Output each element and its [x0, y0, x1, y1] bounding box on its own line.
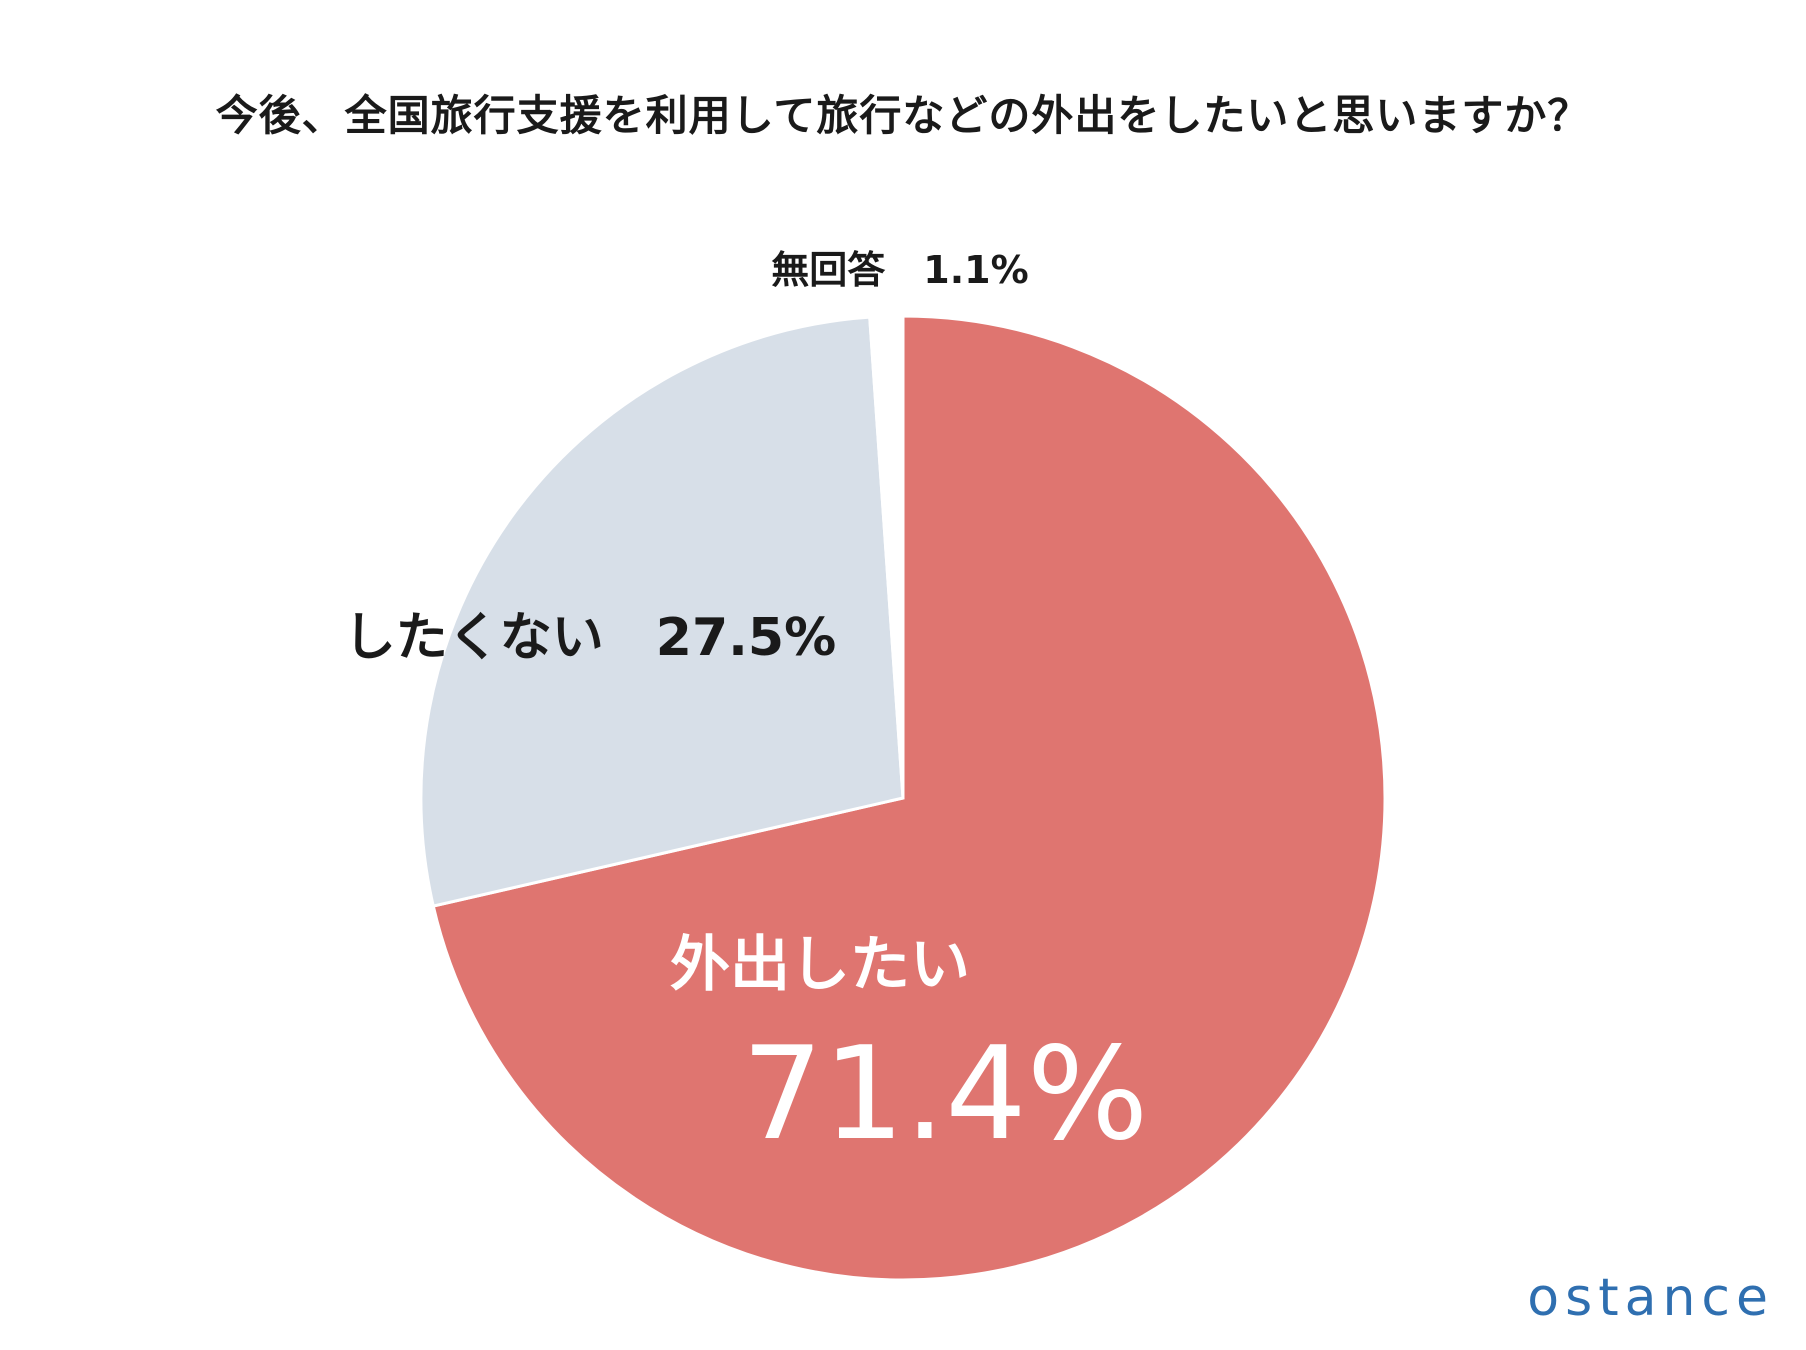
pie-slice-0 [431, 314, 1387, 1282]
chart-title: 今後、全国旅行支援を利用して旅行などの外出をしたいと思いますか？ [215, 91, 1591, 140]
slice-label-1: したくない 27.5% [344, 608, 836, 668]
slice-name-label-0: 外出したい [670, 930, 970, 1000]
slice-value-label-0: 71.4% [742, 1020, 1149, 1169]
slice-label-2: 無回答 1.1% [771, 248, 1028, 292]
brand-logo: ostance [1527, 1268, 1774, 1328]
pie-labels: 外出したい 71.4% したくない 27.5% 無回答 1.1% [344, 248, 1149, 1169]
pie-slice-2 [868, 314, 905, 799]
pie-slice-1 [419, 315, 905, 908]
pie-slices [419, 314, 1387, 1282]
